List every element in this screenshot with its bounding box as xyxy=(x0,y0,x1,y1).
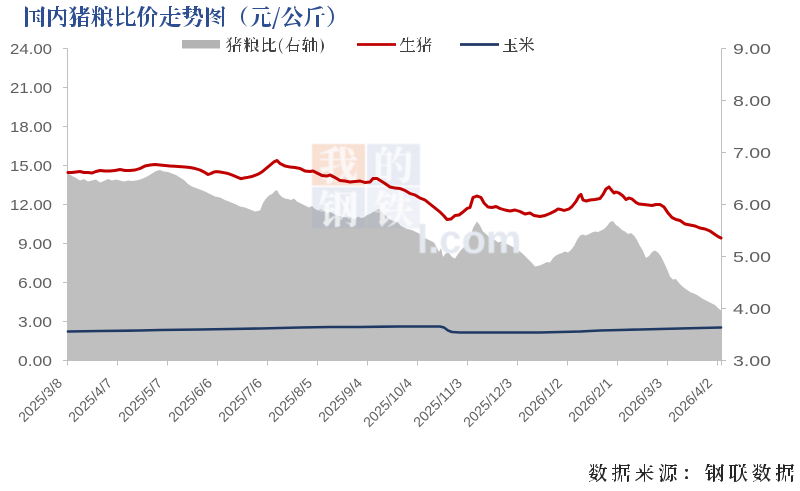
svg-text:l.com: l.com xyxy=(417,218,521,262)
svg-text:0.00: 0.00 xyxy=(18,353,52,370)
svg-text:18.00: 18.00 xyxy=(10,119,52,136)
svg-text:6.00: 6.00 xyxy=(733,197,771,214)
svg-text:3.00: 3.00 xyxy=(733,353,771,370)
svg-text:7.00: 7.00 xyxy=(733,145,771,162)
svg-text:6.00: 6.00 xyxy=(18,275,52,292)
svg-text:12.00: 12.00 xyxy=(10,197,52,214)
svg-text:5.00: 5.00 xyxy=(733,249,771,266)
svg-text:24.00: 24.00 xyxy=(10,41,52,58)
svg-text:9.00: 9.00 xyxy=(18,236,52,253)
svg-text:4.00: 4.00 xyxy=(733,301,771,318)
svg-text:9.00: 9.00 xyxy=(733,41,771,58)
svg-text:21.00: 21.00 xyxy=(10,80,52,97)
svg-text:15.00: 15.00 xyxy=(10,158,52,175)
svg-text:3.00: 3.00 xyxy=(18,314,52,331)
svg-text:8.00: 8.00 xyxy=(733,93,771,110)
